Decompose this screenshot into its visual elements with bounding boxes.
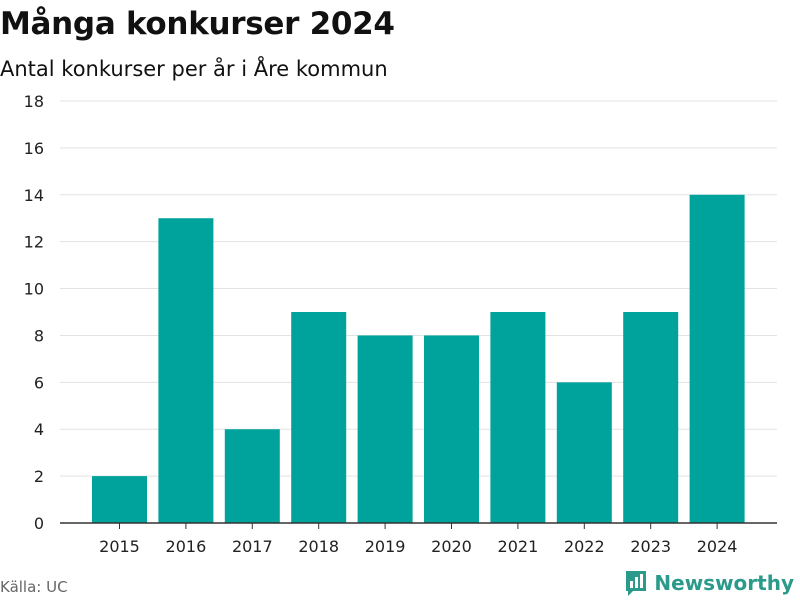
- brand-logo: Newsworthy: [624, 569, 794, 597]
- y-tick-label: 16: [24, 139, 44, 158]
- brand-name: Newsworthy: [654, 571, 794, 595]
- bar-2020: [424, 335, 479, 523]
- bar-2015: [92, 476, 147, 523]
- bar-2023: [623, 312, 679, 523]
- y-tick-label: 10: [24, 280, 44, 299]
- x-tick-label: 2024: [697, 537, 738, 556]
- chart-title: Många konkurser 2024: [0, 6, 395, 42]
- y-tick-label: 2: [34, 467, 44, 486]
- bar-2016: [158, 218, 214, 523]
- y-tick-label: 14: [24, 186, 44, 205]
- x-tick-label: 2016: [166, 537, 207, 556]
- bar-2021: [490, 312, 546, 523]
- bar-chart: 0 2 4 6 8 10 12 14 16 18 2015 2016 2017 2018 2019 2020…: [24, 92, 777, 556]
- y-tick-label: 4: [34, 420, 44, 439]
- x-tick-label: 2020: [431, 537, 472, 556]
- x-axis-tick-labels: 2015 2016 2017 2018 2019 2020 2021 2022 2023 2024: [99, 523, 737, 556]
- x-tick-label: 2015: [99, 537, 140, 556]
- bar-2019: [357, 335, 413, 523]
- x-tick-label: 2021: [498, 537, 539, 556]
- x-tick-label: 2022: [564, 537, 605, 556]
- source-note: Källa: UC: [0, 578, 68, 596]
- x-tick-label: 2017: [232, 537, 273, 556]
- x-tick-label: 2019: [365, 537, 406, 556]
- y-tick-label: 8: [34, 326, 44, 345]
- bar-2018: [291, 312, 347, 523]
- y-tick-label: 18: [24, 92, 44, 111]
- x-tick-label: 2023: [630, 537, 671, 556]
- bar-2022: [556, 382, 612, 523]
- bars: [92, 194, 745, 523]
- bar-2024: [689, 194, 745, 523]
- y-tick-label: 6: [34, 373, 44, 392]
- y-tick-label: 12: [24, 233, 44, 252]
- x-tick-label: 2018: [298, 537, 339, 556]
- chart-subtitle: Antal konkurser per år i Åre kommun: [0, 57, 388, 81]
- y-axis-tick-labels: 0 2 4 6 8 10 12 14 16 18: [24, 92, 44, 533]
- bar-2017: [224, 429, 280, 523]
- y-tick-label: 0: [34, 514, 44, 533]
- bar-chart-speech-bubble-icon: [626, 571, 647, 596]
